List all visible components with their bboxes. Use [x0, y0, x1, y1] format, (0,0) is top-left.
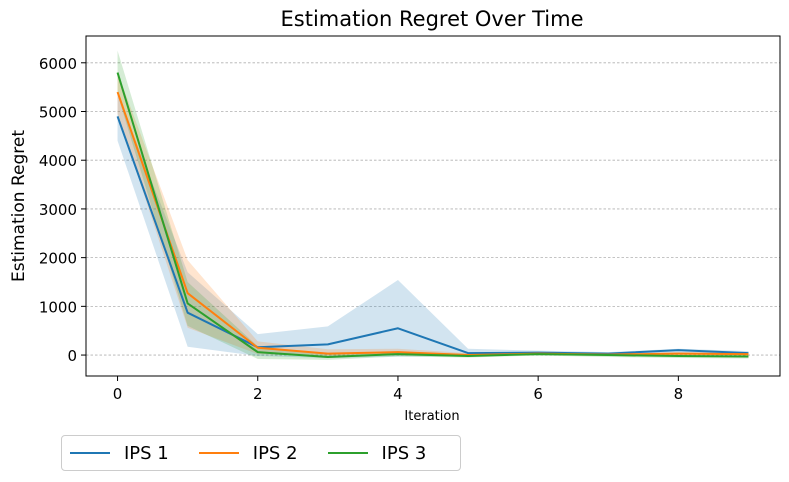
legend-label-ips-3: IPS 3	[381, 442, 427, 464]
chart-title: Estimation Regret Over Time	[281, 7, 584, 31]
y-tick-label: 0	[67, 347, 77, 365]
x-tick-label: 2	[253, 385, 263, 403]
x-tick-label: 4	[393, 385, 403, 403]
legend-label-ips-1: IPS 1	[124, 442, 169, 464]
axis-ticks: 0 1000 2000 3000 4000 5000 6000 0 2 4 6 8	[39, 55, 683, 403]
y-axis-label: Estimation Regret	[9, 130, 29, 282]
x-tick-label: 6	[533, 385, 543, 403]
series-line-ips-1	[116, 116, 749, 355]
legend-swatch-ips-1	[70, 452, 110, 454]
x-axis-label: Iteration	[404, 409, 459, 424]
legend-swatch-ips-3	[327, 452, 368, 454]
legend-item-ips-2: IPS 2	[198, 442, 298, 464]
y-tick-label: 6000	[39, 55, 77, 73]
legend: IPS 1 IPS 2 IPS 3	[61, 435, 461, 471]
gridlines	[86, 62, 780, 356]
y-tick-label: 5000	[39, 104, 77, 122]
plot-frame	[85, 35, 781, 377]
x-tick-label: 0	[113, 385, 123, 403]
legend-swatch-ips-2	[198, 452, 239, 454]
y-tick-label: 3000	[39, 201, 77, 219]
y-tick-label: 2000	[39, 250, 77, 268]
series-line-ips-3	[116, 72, 749, 359]
series-line-ips-2	[116, 91, 749, 357]
y-tick-label: 1000	[39, 298, 77, 316]
legend-item-ips-1: IPS 1	[70, 443, 169, 464]
legend-item-ips-3: IPS 3	[327, 442, 427, 464]
x-tick-label: 8	[674, 385, 684, 403]
series-lines	[116, 72, 749, 359]
y-tick-label: 4000	[39, 152, 77, 170]
legend-label-ips-2: IPS 2	[252, 442, 298, 464]
